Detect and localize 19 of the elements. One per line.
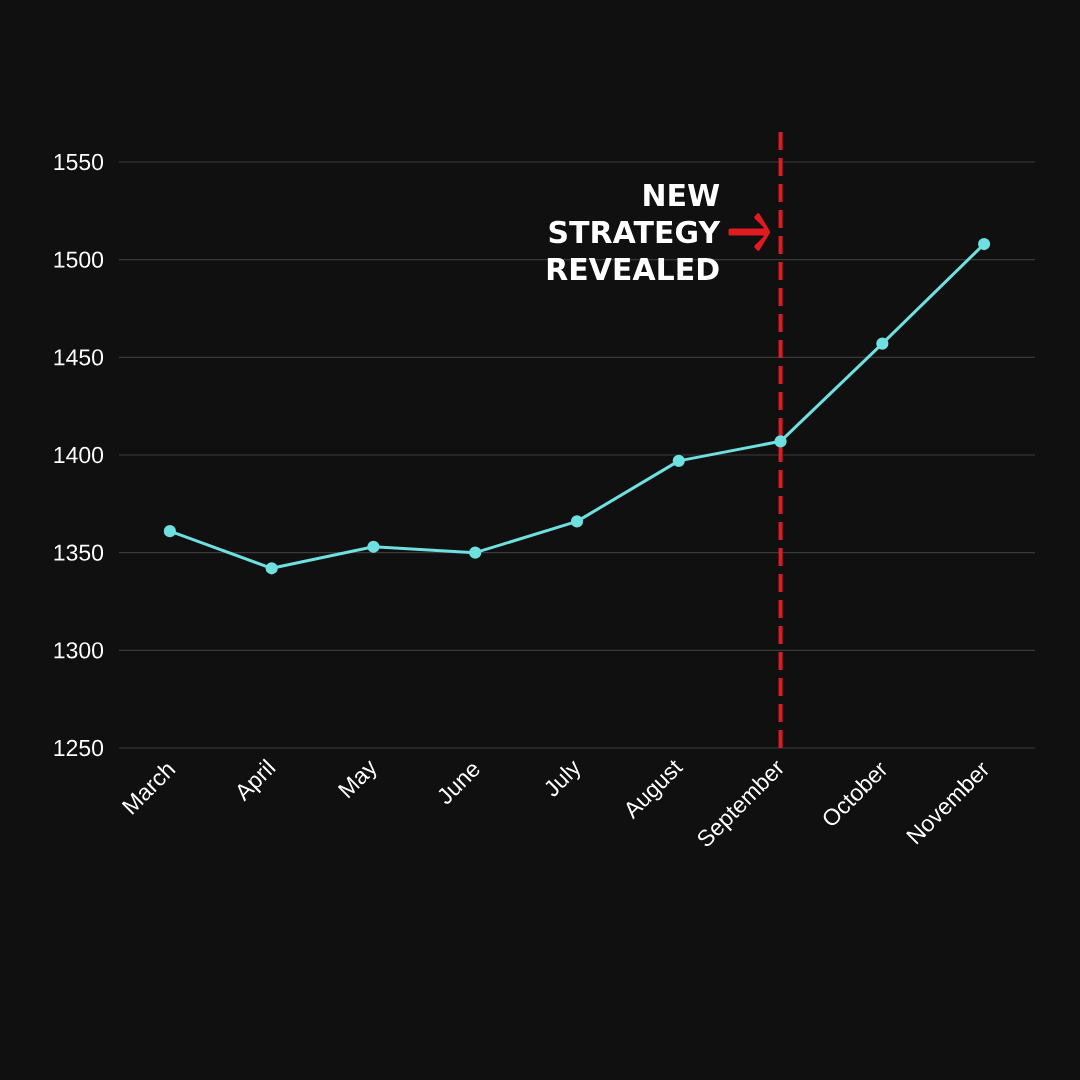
y-tick-label: 1500 [54,251,104,268]
point [876,337,889,350]
point [570,515,584,528]
y-tick-label: 1250 [54,739,104,757]
point [774,435,787,448]
y-tick-label: 1400 [54,446,104,464]
x-tick-label: May [337,760,377,799]
point [978,237,991,251]
point [672,454,685,467]
y-tick-label: 1300 [54,642,104,659]
y-tick-label: 1350 [54,544,104,561]
y-tick-label: 1450 [54,349,104,366]
point [163,525,176,538]
point [469,546,482,559]
point [367,540,380,553]
point [265,562,278,575]
x-tick-label: July [545,760,581,797]
y-tick-label: 1550 [54,153,104,171]
ref-line-label: NEW STRATEGY REVEALED [547,184,721,280]
